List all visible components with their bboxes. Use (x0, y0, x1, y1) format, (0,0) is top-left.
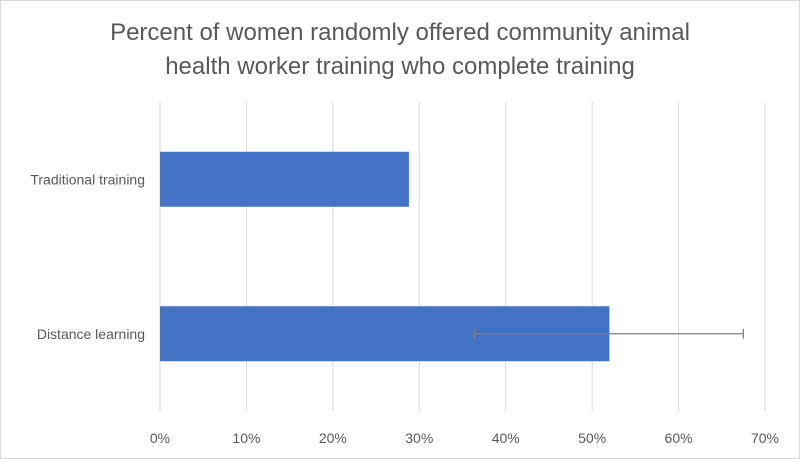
chart-title: Percent of women randomly offered commun… (0, 16, 800, 84)
x-tick-label: 10% (232, 430, 260, 446)
x-tick-label: 20% (319, 430, 347, 446)
category-label: Distance learning (37, 326, 145, 342)
x-tick-label: 30% (405, 430, 433, 446)
category-label: Traditional training (30, 171, 145, 187)
x-tick-label: 0% (150, 430, 170, 446)
x-tick-label: 60% (665, 430, 693, 446)
x-tick-label: 40% (492, 430, 520, 446)
x-tick-label: 50% (578, 430, 606, 446)
bar (160, 151, 409, 207)
x-tick-label: 70% (751, 430, 779, 446)
chart-title-line-1: Percent of women randomly offered commun… (110, 19, 690, 46)
chart-title-line-2: health worker training who complete trai… (165, 53, 635, 80)
